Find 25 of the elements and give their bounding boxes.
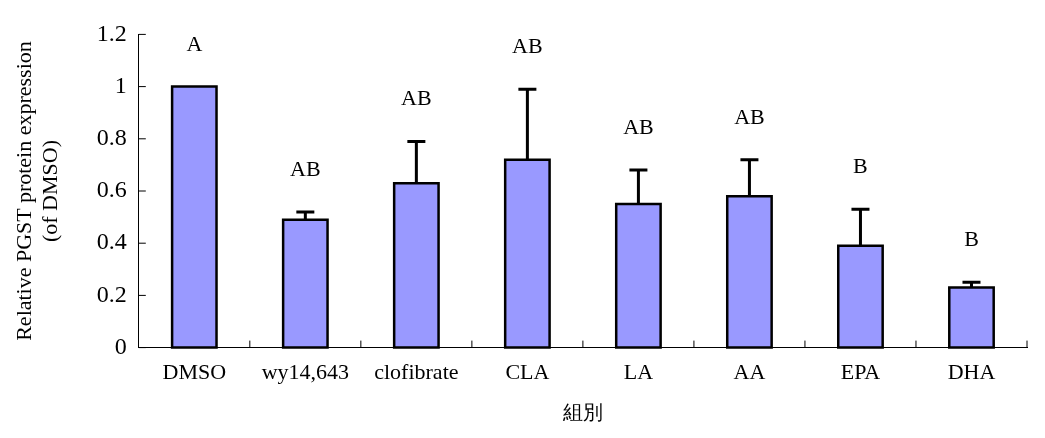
y-tick-label: 0.8 [96, 124, 127, 151]
y-tick-label: 1 [114, 71, 127, 98]
annotation: AB [734, 103, 765, 129]
x-tick-label: wy14,643 [261, 358, 350, 384]
x-tick-label: EPA [840, 358, 881, 384]
annotation: AB [512, 33, 543, 59]
annotation: B [964, 226, 979, 252]
y-tick-label: 0.4 [96, 228, 127, 255]
y-tick-label: 0.6 [96, 176, 127, 203]
annotation: AB [623, 114, 654, 140]
x-axis-title: 組別 [561, 400, 603, 425]
y-axis-title: Relative PGST protein expression (of DMSO) [10, 41, 63, 341]
y-tick-label: 0 [114, 332, 127, 359]
x-tick-label: CLA [505, 358, 550, 384]
x-tick-label: clofibrate [374, 358, 459, 384]
x-tick-label: DHA [947, 358, 996, 384]
y-tick-label: 0.2 [96, 280, 127, 307]
annotation: AB [401, 85, 432, 111]
x-tick-label: LA [623, 358, 654, 384]
x-tick-label: AA [733, 358, 766, 384]
annotation: A [186, 30, 203, 56]
annotation: B [853, 153, 868, 179]
annotation: AB [290, 155, 321, 181]
x-tick-label: DMSO [162, 358, 227, 384]
y-tick-label: 1.2 [96, 19, 127, 46]
